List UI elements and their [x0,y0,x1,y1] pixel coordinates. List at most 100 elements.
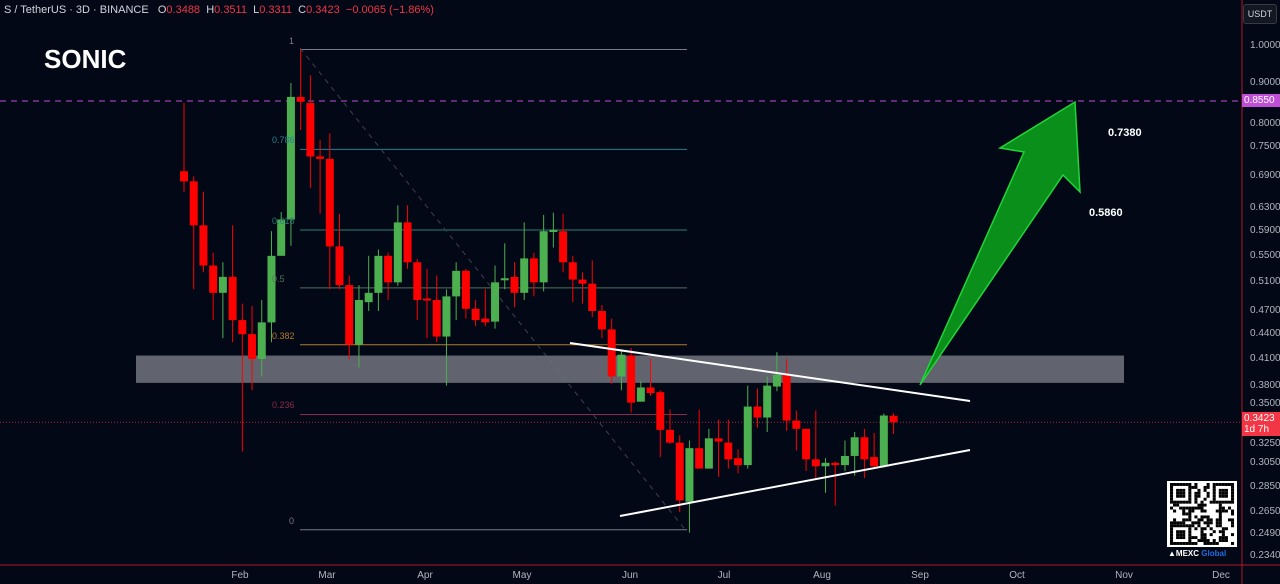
candle [772,352,781,392]
price-tick: 0.2850 [1250,480,1280,492]
candle [374,249,383,312]
candle [403,205,412,269]
fib-level-label: 0.236 [272,400,295,411]
candle-body [306,103,315,157]
candle [685,440,694,533]
candle-body [811,459,820,467]
candle [209,252,218,321]
candle-body [471,308,480,321]
candle [607,318,616,384]
candle-body [218,276,227,293]
candle-body [354,299,363,345]
candle [520,222,529,300]
candle [354,285,363,368]
candle-body [277,219,286,256]
candle [423,268,431,339]
symbol-label[interactable]: S / TetherUS · 3D · BINANCE [4,4,149,16]
month-tick: Nov [1115,570,1133,581]
candle [821,458,830,493]
candle [695,409,704,469]
candle [811,410,820,479]
candle [714,419,723,477]
candle [831,461,840,506]
candle-body [374,255,383,293]
price-tick: 0.5100 [1250,276,1280,288]
candle-body [345,285,354,345]
candle-body [578,279,587,284]
candle [879,413,888,468]
candle [840,440,849,471]
candle-body [753,406,762,418]
price-tick: 0.4100 [1250,352,1280,364]
candle-body [461,270,470,309]
candle [248,305,257,391]
candle [228,225,237,343]
close-label: C [298,4,307,16]
month-tick: Jun [621,570,639,581]
month-tick: Oct [1009,570,1025,581]
candle-body [704,438,713,469]
fib-retracement [300,49,687,531]
candle [666,409,674,444]
price-tick: 0.8000 [1250,118,1280,130]
fib-level-label: 1 [289,35,295,46]
fib-level-label: 0.382 [272,330,295,341]
candle-body [646,387,655,394]
candle-body [870,457,879,467]
candle [296,49,305,131]
candle-body [393,222,402,283]
candle [452,262,461,321]
candle [384,252,393,300]
candle-body [238,320,247,335]
candle [286,82,295,246]
candle-body [724,442,733,460]
candle [753,388,762,428]
candle-body [889,415,898,423]
triangle-upper-trendline[interactable] [569,342,971,402]
candle-body [491,282,500,322]
candle [316,140,325,214]
price-tick: 0.4400 [1250,328,1280,340]
candle-body [840,455,849,466]
candle [393,205,402,286]
currency-button[interactable]: USDT [1243,4,1277,24]
price-tick: 0.6300 [1250,202,1280,214]
candle-body [384,255,393,283]
candle [559,213,568,273]
candle-body [432,299,441,337]
candle [413,259,422,321]
price-tick: 0.3500 [1250,398,1280,410]
candle [461,268,470,319]
candle-body [879,415,888,467]
target-label-1: 0.7380 [1108,127,1142,139]
candle [549,212,558,248]
bullish-arrow[interactable] [919,100,1081,386]
candle-body [743,406,752,466]
last-price-value: 0.3423 [1244,413,1275,425]
fib-level-label: 0 [289,515,295,526]
candle-body [831,462,840,466]
high-label: H [206,4,215,16]
candle [627,347,636,413]
candle [500,243,509,290]
price-tick: 1.0000 [1250,40,1280,51]
candle-body [559,231,568,263]
candle-body [413,262,422,300]
candle [539,214,548,292]
triangle-lower-trendline[interactable] [619,449,971,517]
candle [782,358,791,431]
candle [510,262,519,308]
candle-body [539,231,548,283]
low-label: L [253,4,260,16]
candle [277,212,286,256]
candle [364,255,373,312]
candle-body [364,292,373,303]
candle [218,262,227,339]
candle [792,410,801,451]
candle [850,431,859,476]
candle [189,176,198,290]
price-tick: 0.3050 [1250,456,1280,468]
candle [656,390,665,458]
fib-trend-line [299,47,688,533]
